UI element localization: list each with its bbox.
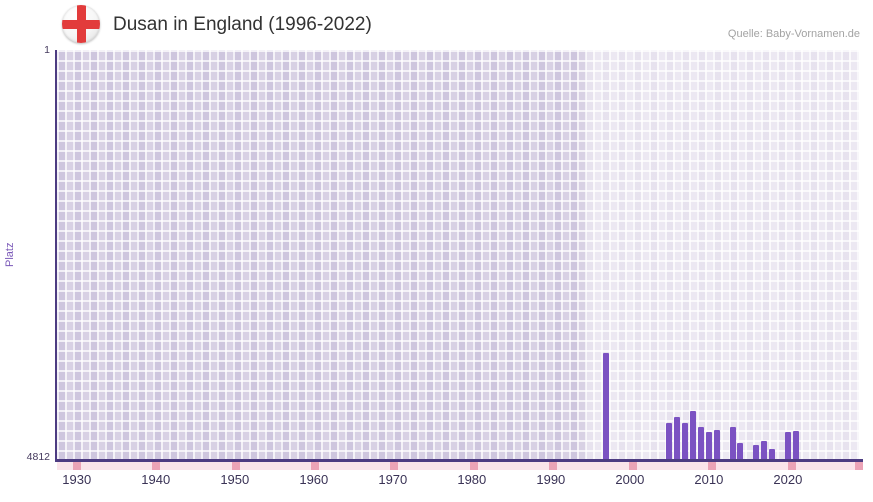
bar-2016 (753, 445, 760, 459)
y-tick-top: 1 (44, 44, 50, 56)
no-data-mark-2020 (787, 462, 796, 470)
x-tick-label-1950: 1950 (220, 472, 250, 487)
bar-2020 (784, 432, 791, 459)
no-data-mark-2010 (708, 462, 717, 470)
no-data-mark-1940 (152, 462, 161, 470)
no-data-mark-1970 (390, 462, 399, 470)
bar-2018 (769, 448, 776, 459)
x-tick-label-1930: 1930 (62, 472, 92, 487)
x-tick-label-1980: 1980 (457, 472, 487, 487)
x-tick-label-1960: 1960 (299, 472, 329, 487)
source-attribution: Quelle: Baby-Vornamen.de (727, 28, 860, 40)
no-data-mark-1930 (72, 462, 81, 470)
england-flag-icon (62, 5, 100, 43)
x-tick-label-1940: 1940 (141, 472, 171, 487)
bar-1997 (603, 352, 610, 459)
x-tick-label-1970: 1970 (378, 472, 408, 487)
chart-title: Dusan in England (1996-2022) (113, 14, 372, 35)
y-tick-bottom: 4812 (26, 451, 50, 463)
no-data-mark-1950 (231, 462, 240, 470)
bar-2013 (729, 426, 736, 459)
x-axis-line (55, 459, 863, 462)
bar-2011 (713, 429, 720, 459)
no-data-mark-1990 (549, 462, 558, 470)
y-axis-label: Platz (4, 242, 16, 267)
bar-2021 (792, 430, 799, 459)
flag-cross-horizontal (62, 19, 100, 29)
bar-2009 (697, 427, 704, 459)
bar-2014 (737, 442, 744, 459)
x-tick-label-2010: 2010 (694, 472, 724, 487)
x-tick-label-2000: 2000 (615, 472, 645, 487)
x-axis-tick-labels: 1930 1940 1950 1960 1970 1980 1990 2000 2010 2020 (57, 472, 859, 492)
data-period-highlight (586, 50, 859, 459)
bar-2007 (682, 423, 689, 459)
y-axis-line (55, 50, 57, 462)
bar-2008 (690, 411, 697, 459)
bar-2006 (674, 417, 681, 459)
no-data-band (57, 462, 863, 470)
bar-2017 (761, 440, 768, 459)
plot-area (57, 50, 859, 459)
no-data-mark-1980 (469, 462, 478, 470)
no-data-mark-1960 (311, 462, 320, 470)
x-tick-label-2020: 2020 (773, 472, 803, 487)
no-data-mark-2000 (628, 462, 637, 470)
bar-2010 (705, 431, 712, 459)
bar-2005 (666, 423, 673, 459)
x-tick-label-1990: 1990 (536, 472, 566, 487)
